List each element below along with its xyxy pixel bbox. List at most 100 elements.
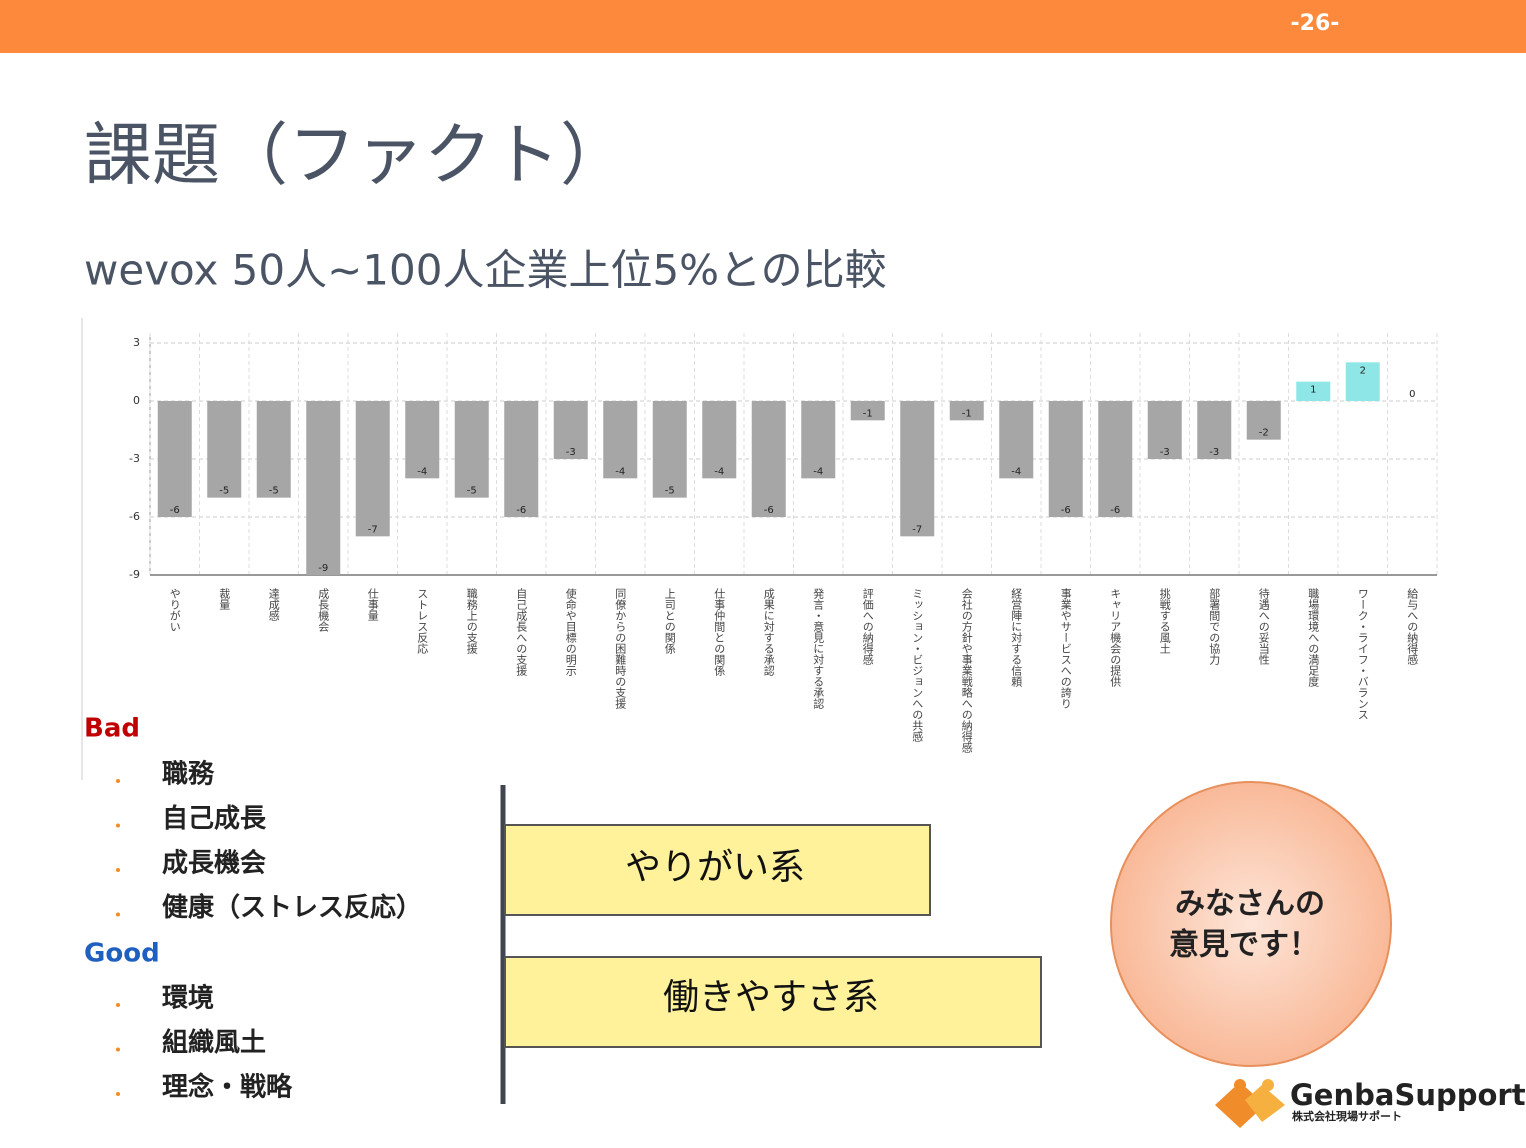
header-bar bbox=[0, 0, 1526, 53]
list-item: 職務 bbox=[162, 760, 215, 790]
bar bbox=[850, 401, 885, 421]
box bbox=[504, 956, 1042, 1048]
list-item: 健康（ストレス反応） bbox=[162, 892, 422, 923]
data-label: -3 bbox=[566, 447, 576, 458]
list-item: 組織風土 bbox=[162, 1027, 266, 1058]
logo-name: GenbaSupport bbox=[1290, 1078, 1526, 1112]
bar bbox=[751, 401, 786, 517]
bullet bbox=[116, 823, 120, 828]
data-label: -4 bbox=[417, 466, 427, 477]
x-tick-label: 給与への納得感 bbox=[1406, 587, 1419, 665]
x-tick-label: 達成感 bbox=[267, 588, 280, 621]
x-tick-label: 待遇への妥当性 bbox=[1257, 587, 1270, 666]
bar bbox=[1296, 381, 1331, 401]
bar bbox=[256, 401, 291, 498]
bullet bbox=[116, 1003, 120, 1007]
x-tick-label: 自己成長への支援 bbox=[515, 588, 528, 677]
x-tick-label: 上司との関係 bbox=[663, 588, 676, 655]
bar bbox=[949, 401, 984, 421]
bar bbox=[553, 401, 588, 459]
bubble-text: 意見です！ bbox=[1169, 928, 1319, 963]
bar bbox=[1098, 401, 1133, 517]
data-label: -7 bbox=[912, 524, 922, 535]
x-tick-label: 職務上の支援 bbox=[465, 588, 478, 655]
bar bbox=[504, 401, 539, 517]
data-label: -5 bbox=[467, 486, 477, 497]
bar bbox=[207, 401, 242, 498]
bar bbox=[801, 401, 836, 479]
bar bbox=[306, 401, 341, 575]
x-tick-label: やりがい bbox=[168, 588, 181, 632]
data-label: -6 bbox=[1061, 505, 1071, 516]
list-item: 成長機会 bbox=[162, 849, 266, 879]
bar bbox=[157, 401, 192, 517]
x-tick-label: ミッション・ビジョンへの共感 bbox=[911, 588, 924, 742]
data-label: -4 bbox=[1011, 466, 1021, 477]
x-tick-label: 仕事量 bbox=[366, 588, 379, 621]
x-tick-label: 使命や目標の明示 bbox=[564, 588, 577, 676]
bullet bbox=[116, 912, 120, 917]
box-label: やりがい系 bbox=[625, 847, 805, 888]
data-label: -3 bbox=[1209, 447, 1219, 458]
bar bbox=[999, 401, 1034, 479]
y-tick-label: -3 bbox=[129, 452, 140, 465]
data-label: -5 bbox=[269, 486, 279, 497]
data-label: -9 bbox=[318, 563, 328, 574]
x-tick-label: 評価への納得感 bbox=[861, 587, 874, 665]
x-tick-label: 仕事仲間との関係 bbox=[713, 588, 726, 677]
x-tick-label: 部署間での協力 bbox=[1208, 587, 1221, 665]
bad-label: Bad bbox=[84, 714, 140, 744]
x-tick-label: 成果に対する承認 bbox=[762, 588, 775, 676]
x-tick-label: 会社の方針や事業戦略への納得感 bbox=[960, 588, 973, 753]
y-tick-label: -6 bbox=[129, 510, 140, 523]
bullet bbox=[116, 1047, 120, 1052]
data-label: -4 bbox=[714, 466, 724, 477]
x-tick-label: 挑戦する風土 bbox=[1158, 587, 1171, 654]
subtitle: wevox 50人~100人企業上位5%との比較 bbox=[84, 246, 887, 295]
data-label: -2 bbox=[1259, 428, 1269, 439]
x-tick-label: 成長機会 bbox=[317, 588, 330, 632]
x-tick-label: 同僚からの困難時の支援 bbox=[614, 588, 627, 710]
data-label: -1 bbox=[863, 408, 873, 419]
page-number: -26- bbox=[1291, 11, 1340, 36]
data-label: -5 bbox=[665, 486, 675, 497]
logo-icon bbox=[1215, 1079, 1285, 1128]
x-tick-label: 事業やサービスへの誇り bbox=[1059, 588, 1072, 709]
data-label: -6 bbox=[170, 505, 180, 516]
x-tick-label: ストレス反応 bbox=[416, 588, 429, 654]
list-item: 理念・戦略 bbox=[162, 1072, 293, 1103]
bar bbox=[1246, 401, 1281, 440]
list-item: 自己成長 bbox=[162, 803, 267, 834]
bar bbox=[1048, 401, 1083, 517]
y-tick-label: 0 bbox=[133, 394, 140, 407]
x-tick-label: 発言・意見に対する承認 bbox=[812, 587, 825, 709]
list-item: 環境 bbox=[162, 983, 214, 1014]
data-label: -4 bbox=[615, 466, 625, 477]
good-label: Good bbox=[84, 939, 160, 969]
y-tick-label: -9 bbox=[129, 568, 140, 581]
bullet bbox=[116, 868, 120, 872]
bar bbox=[900, 401, 935, 537]
bar bbox=[1345, 362, 1380, 401]
bar bbox=[702, 401, 737, 479]
x-tick-label: 経営陣に対する信頼 bbox=[1010, 588, 1023, 688]
bullet bbox=[116, 1092, 120, 1096]
bar bbox=[1147, 401, 1182, 459]
x-tick-label: キャリア機会の提供 bbox=[1109, 588, 1122, 687]
data-label: -4 bbox=[813, 466, 823, 477]
bar bbox=[603, 401, 638, 479]
box-label: 働きやすさ系 bbox=[663, 977, 879, 1018]
x-tick-label: 裁量 bbox=[218, 588, 231, 610]
title: 課題（ファクト） bbox=[84, 117, 628, 196]
box bbox=[504, 824, 931, 916]
chart: -9 -6 -3 0 3 やりがい -6 裁量 -5 達成感 -5 成長機会 -9 仕事量 -7 ストレス反応… bbox=[81, 318, 1438, 780]
data-label: 1 bbox=[1310, 385, 1316, 396]
logo-sub: 株式会社現場サポート bbox=[1292, 1109, 1402, 1123]
x-tick-label: ワーク・ライフ・バランス bbox=[1356, 588, 1369, 720]
data-label: -1 bbox=[962, 408, 972, 419]
bullet bbox=[116, 779, 120, 783]
data-label: 0 bbox=[1409, 389, 1415, 400]
data-label: -6 bbox=[764, 505, 774, 516]
